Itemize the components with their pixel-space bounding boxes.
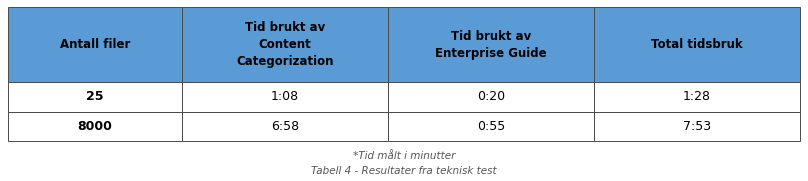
Text: 8000: 8000: [78, 120, 112, 133]
Bar: [183, 7, 388, 82]
Text: 6:58: 6:58: [271, 120, 299, 133]
Text: Tid brukt av
Content
Categorization: Tid brukt av Content Categorization: [237, 21, 334, 68]
Text: Tid brukt av
Enterprise Guide: Tid brukt av Enterprise Guide: [436, 30, 547, 60]
Text: 0:55: 0:55: [477, 120, 505, 133]
Bar: [388, 112, 594, 141]
Bar: [594, 82, 800, 112]
Text: 1:28: 1:28: [683, 90, 711, 104]
Text: *Tid målt i minutter: *Tid målt i minutter: [353, 151, 455, 161]
Bar: [388, 7, 594, 82]
Text: 7:53: 7:53: [683, 120, 711, 133]
Bar: [594, 7, 800, 82]
Bar: [594, 112, 800, 141]
Bar: [8, 82, 183, 112]
Text: 25: 25: [86, 90, 104, 104]
Text: Total tidsbruk: Total tidsbruk: [651, 38, 743, 51]
Bar: [8, 7, 183, 82]
Text: Tabell 4 - Resultater fra teknisk test: Tabell 4 - Resultater fra teknisk test: [311, 166, 497, 176]
Bar: [183, 82, 388, 112]
Text: 1:08: 1:08: [271, 90, 299, 104]
Bar: [388, 82, 594, 112]
Text: Antall filer: Antall filer: [60, 38, 130, 51]
Bar: [8, 112, 183, 141]
Bar: [183, 112, 388, 141]
Text: 0:20: 0:20: [477, 90, 505, 104]
